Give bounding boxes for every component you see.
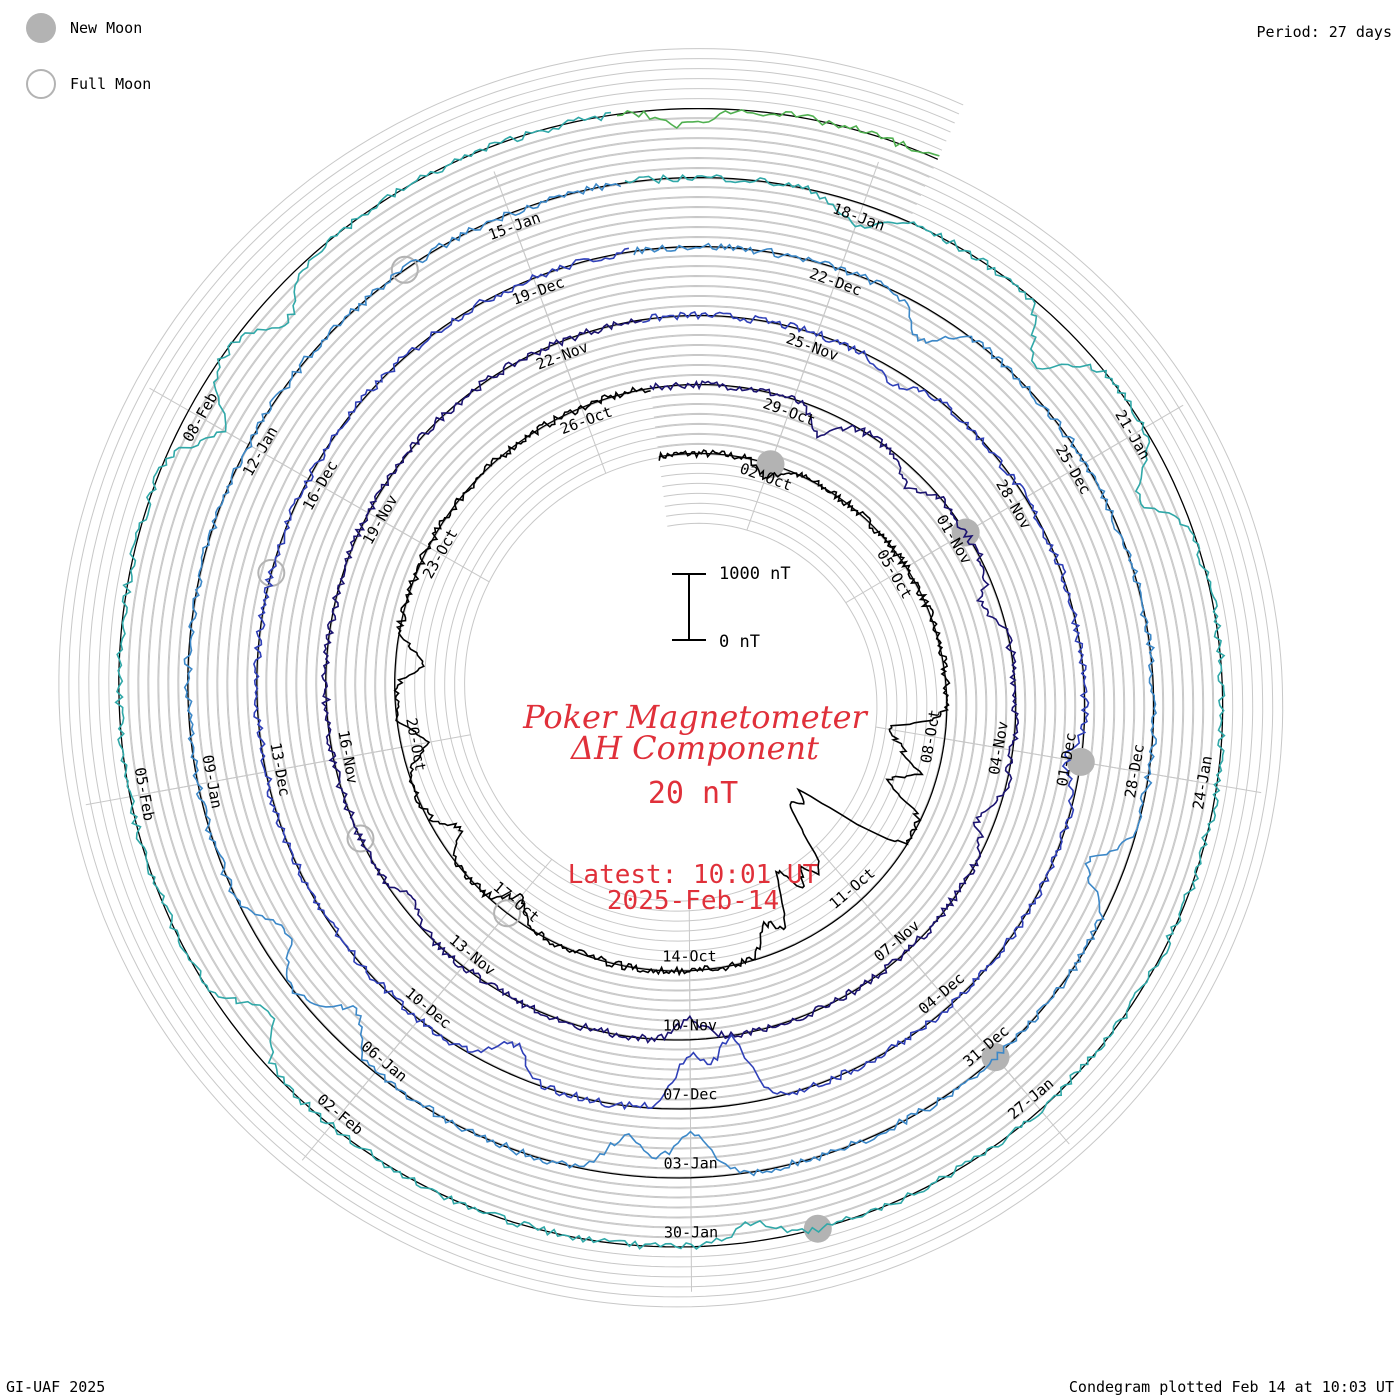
spoke xyxy=(1083,404,1184,464)
grid-curve xyxy=(148,138,1194,1218)
legend-full-moon: Full Moon xyxy=(26,69,151,99)
footer-credit: GI-UAF 2025 xyxy=(6,1378,106,1396)
full-moon-icon xyxy=(26,69,56,99)
grid-curve xyxy=(158,147,1184,1208)
baseline-curve xyxy=(118,107,1224,1248)
period-label: Period: 27 days xyxy=(1256,23,1392,41)
spoke xyxy=(839,161,879,271)
date-label: 29-Oct xyxy=(761,394,818,429)
grid-curve xyxy=(128,118,1214,1238)
date-label: 03-Jan xyxy=(664,1154,718,1172)
trace-segment xyxy=(183,182,1158,1177)
spoke xyxy=(493,171,535,280)
spoke xyxy=(994,1056,1070,1145)
date-label: 18-Jan xyxy=(830,199,887,234)
spoke xyxy=(149,387,250,446)
spoke xyxy=(1147,772,1262,794)
date-label: 19-Dec xyxy=(510,273,567,309)
date-label: 14-Oct xyxy=(662,947,716,965)
trace-segment xyxy=(253,247,1090,1111)
grid-curve xyxy=(108,98,1234,1258)
legend-full-moon-label: Full Moon xyxy=(70,75,152,93)
spiral-baseline xyxy=(118,107,1224,1248)
full-moon-icon xyxy=(493,899,522,928)
grid-curve xyxy=(168,157,1174,1198)
latest-time: Latest: 10:01 UT xyxy=(567,860,819,890)
chart-title: Poker Magnetometer xyxy=(523,698,867,736)
scale-bar: 1000 nT 0 nT xyxy=(672,564,791,652)
grid-curve xyxy=(58,48,1284,1308)
spiral-grid xyxy=(58,48,1284,1308)
spoke xyxy=(690,1176,692,1292)
scale-bar-top-label: 1000 nT xyxy=(719,564,791,584)
chart-subtitle: ΔH Component xyxy=(570,729,820,767)
spoke xyxy=(85,783,200,806)
full-moon-icon xyxy=(390,255,419,284)
grid-curve xyxy=(178,167,1164,1188)
grid-curve xyxy=(78,68,1264,1288)
date-label: 10-Nov xyxy=(663,1016,717,1034)
scale-bar-bottom-label: 0 nT xyxy=(719,632,760,652)
spoke xyxy=(301,1071,376,1161)
date-label: 15-Jan xyxy=(486,208,543,244)
grid-curve xyxy=(138,128,1204,1228)
date-label: 07-Dec xyxy=(663,1085,717,1103)
latest-date: 2025-Feb-14 xyxy=(606,886,780,916)
trace-segment xyxy=(114,111,1226,1251)
grid-curve xyxy=(98,88,1244,1268)
chart-scale: 20 nT xyxy=(647,776,739,811)
grid-curve xyxy=(88,78,1254,1278)
trace-segment xyxy=(393,386,951,977)
trace-segment xyxy=(616,109,940,157)
trace-segment xyxy=(321,317,1020,1044)
legend-new-moon-label: New Moon xyxy=(70,19,143,37)
legend-new-moon: New Moon xyxy=(26,13,142,43)
date-label: 30-Jan xyxy=(664,1223,718,1241)
new-moon-icon xyxy=(26,13,56,43)
date-label: 25-Nov xyxy=(784,329,841,364)
footer-timestamp: Condegram plotted Feb 14 at 10:03 UT xyxy=(1068,1378,1394,1396)
new-moon-icon xyxy=(1066,747,1095,776)
full-moon-icon xyxy=(346,824,375,853)
magnetometer-trace xyxy=(114,109,1226,1251)
new-moon-icon xyxy=(803,1214,832,1243)
grid-curve xyxy=(68,58,1274,1298)
